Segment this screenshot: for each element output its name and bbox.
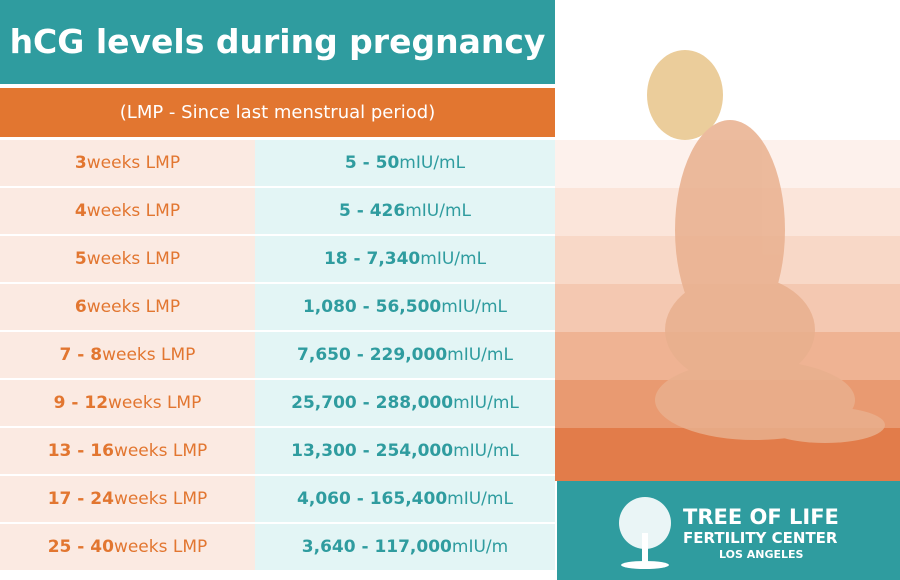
hcg-range: 5 - 426 [339, 201, 406, 221]
weeks-cell: 3 weeks LMP [0, 140, 255, 186]
weeks-number: 7 - 8 [59, 345, 103, 365]
hcg-range: 13,300 - 254,000 [291, 441, 454, 461]
hcg-range: 18 - 7,340 [323, 249, 421, 269]
hcg-unit: mIU/mL [447, 489, 513, 509]
table-row: 3 weeks LMP 5 - 50 mIU/mL [0, 140, 555, 186]
weeks-unit: weeks LMP [86, 201, 181, 221]
table-row: 17 - 24 weeks LMP 4,060 - 165,400 mIU/mL [0, 476, 555, 522]
weeks-number: 6 [74, 297, 87, 317]
range-cell: 5 - 426 mIU/mL [255, 188, 555, 234]
range-cell: 13,300 - 254,000 mIU/mL [255, 428, 555, 474]
table-row: 25 - 40 weeks LMP 3,640 - 117,000 mIU/m [0, 524, 555, 570]
hcg-unit: mIU/mL [399, 153, 466, 173]
hcg-unit: mIU/mL [405, 201, 471, 221]
weeks-cell: 9 - 12 weeks LMP [0, 380, 255, 426]
title: hCG levels during pregnancy [0, 0, 555, 84]
weeks-unit: weeks LMP [102, 345, 196, 365]
hcg-range: 3,640 - 117,000 [301, 537, 452, 557]
weeks-number: 5 [74, 249, 87, 269]
hcg-unit: mIU/mL [453, 441, 519, 461]
weeks-unit: weeks LMP [113, 489, 208, 509]
table: 3 weeks LMP 5 - 50 mIU/mL 4 weeks LMP 5 - 4… [0, 140, 555, 572]
weeks-cell: 5 weeks LMP [0, 236, 255, 282]
weeks-unit: weeks LMP [86, 153, 181, 173]
weeks-number: 25 - 40 [47, 537, 114, 557]
table-row: 7 - 8 weeks LMP 7,650 - 229,000 mIU/mL [0, 332, 555, 378]
weeks-cell: 7 - 8 weeks LMP [0, 332, 255, 378]
table-row: 4 weeks LMP 5 - 426 mIU/mL [0, 188, 555, 234]
hcg-range: 25,700 - 288,000 [291, 393, 454, 413]
weeks-unit: weeks LMP [113, 537, 208, 557]
weeks-number: 3 [74, 153, 87, 173]
range-cell: 1,080 - 56,500 mIU/mL [255, 284, 555, 330]
hcg-unit: mIU/mL [420, 249, 487, 269]
table-row: 5 weeks LMP 18 - 7,340 mIU/mL [0, 236, 555, 282]
logo-line: FERTILITY CENTER [683, 529, 838, 547]
table-row: 9 - 12 weeks LMP 25,700 - 288,000 mIU/mL [0, 380, 555, 426]
weeks-number: 9 - 12 [53, 393, 109, 413]
logo-city: LOS ANGELES [719, 548, 804, 561]
range-cell: 25,700 - 288,000 mIU/mL [255, 380, 555, 426]
hcg-range: 7,650 - 229,000 [297, 345, 448, 365]
logo-tree [619, 497, 671, 569]
logo: TREE OF LIFE FERTILITY CENTER LOS ANGELE… [557, 481, 900, 580]
hcg-range: 1,080 - 56,500 [302, 297, 442, 317]
weeks-number: 4 [74, 201, 87, 221]
weeks-unit: weeks LMP [86, 249, 181, 269]
hcg-range: 5 - 50 [344, 153, 400, 173]
range-cell: 5 - 50 mIU/mL [255, 140, 555, 186]
weeks-unit: weeks LMP [113, 441, 208, 461]
hcg-range: 4,060 - 165,400 [297, 489, 448, 509]
weeks-cell: 25 - 40 weeks LMP [0, 524, 255, 570]
hcg-unit: mIU/mL [447, 345, 513, 365]
weeks-number: 17 - 24 [47, 489, 114, 509]
range-cell: 7,650 - 229,000 mIU/mL [255, 332, 555, 378]
range-cell: 3,640 - 117,000 mIU/m [255, 524, 555, 570]
weeks-cell: 17 - 24 weeks LMP [0, 476, 255, 522]
photo [555, 50, 900, 481]
hcg-unit: mIU/mL [453, 393, 519, 413]
table-row: 13 - 16 weeks LMP 13,300 - 254,000 mIU/mL [0, 428, 555, 474]
hcg-unit: mIU/mL [441, 297, 508, 317]
subtitle: (LMP - Since last menstrual period) [0, 88, 555, 137]
range-cell: 18 - 7,340 mIU/mL [255, 236, 555, 282]
weeks-cell: 6 weeks LMP [0, 284, 255, 330]
weeks-unit: weeks LMP [86, 297, 181, 317]
range-cell: 4,060 - 165,400 mIU/mL [255, 476, 555, 522]
hcg-unit: mIU/m [451, 537, 509, 557]
weeks-unit: weeks LMP [108, 393, 202, 413]
logo-name: TREE OF LIFE [683, 505, 839, 529]
weeks-number: 13 - 16 [47, 441, 114, 461]
table-row: 6 weeks LMP 1,080 - 56,500 mIU/mL [0, 284, 555, 330]
weeks-cell: 13 - 16 weeks LMP [0, 428, 255, 474]
weeks-cell: 4 weeks LMP [0, 188, 255, 234]
